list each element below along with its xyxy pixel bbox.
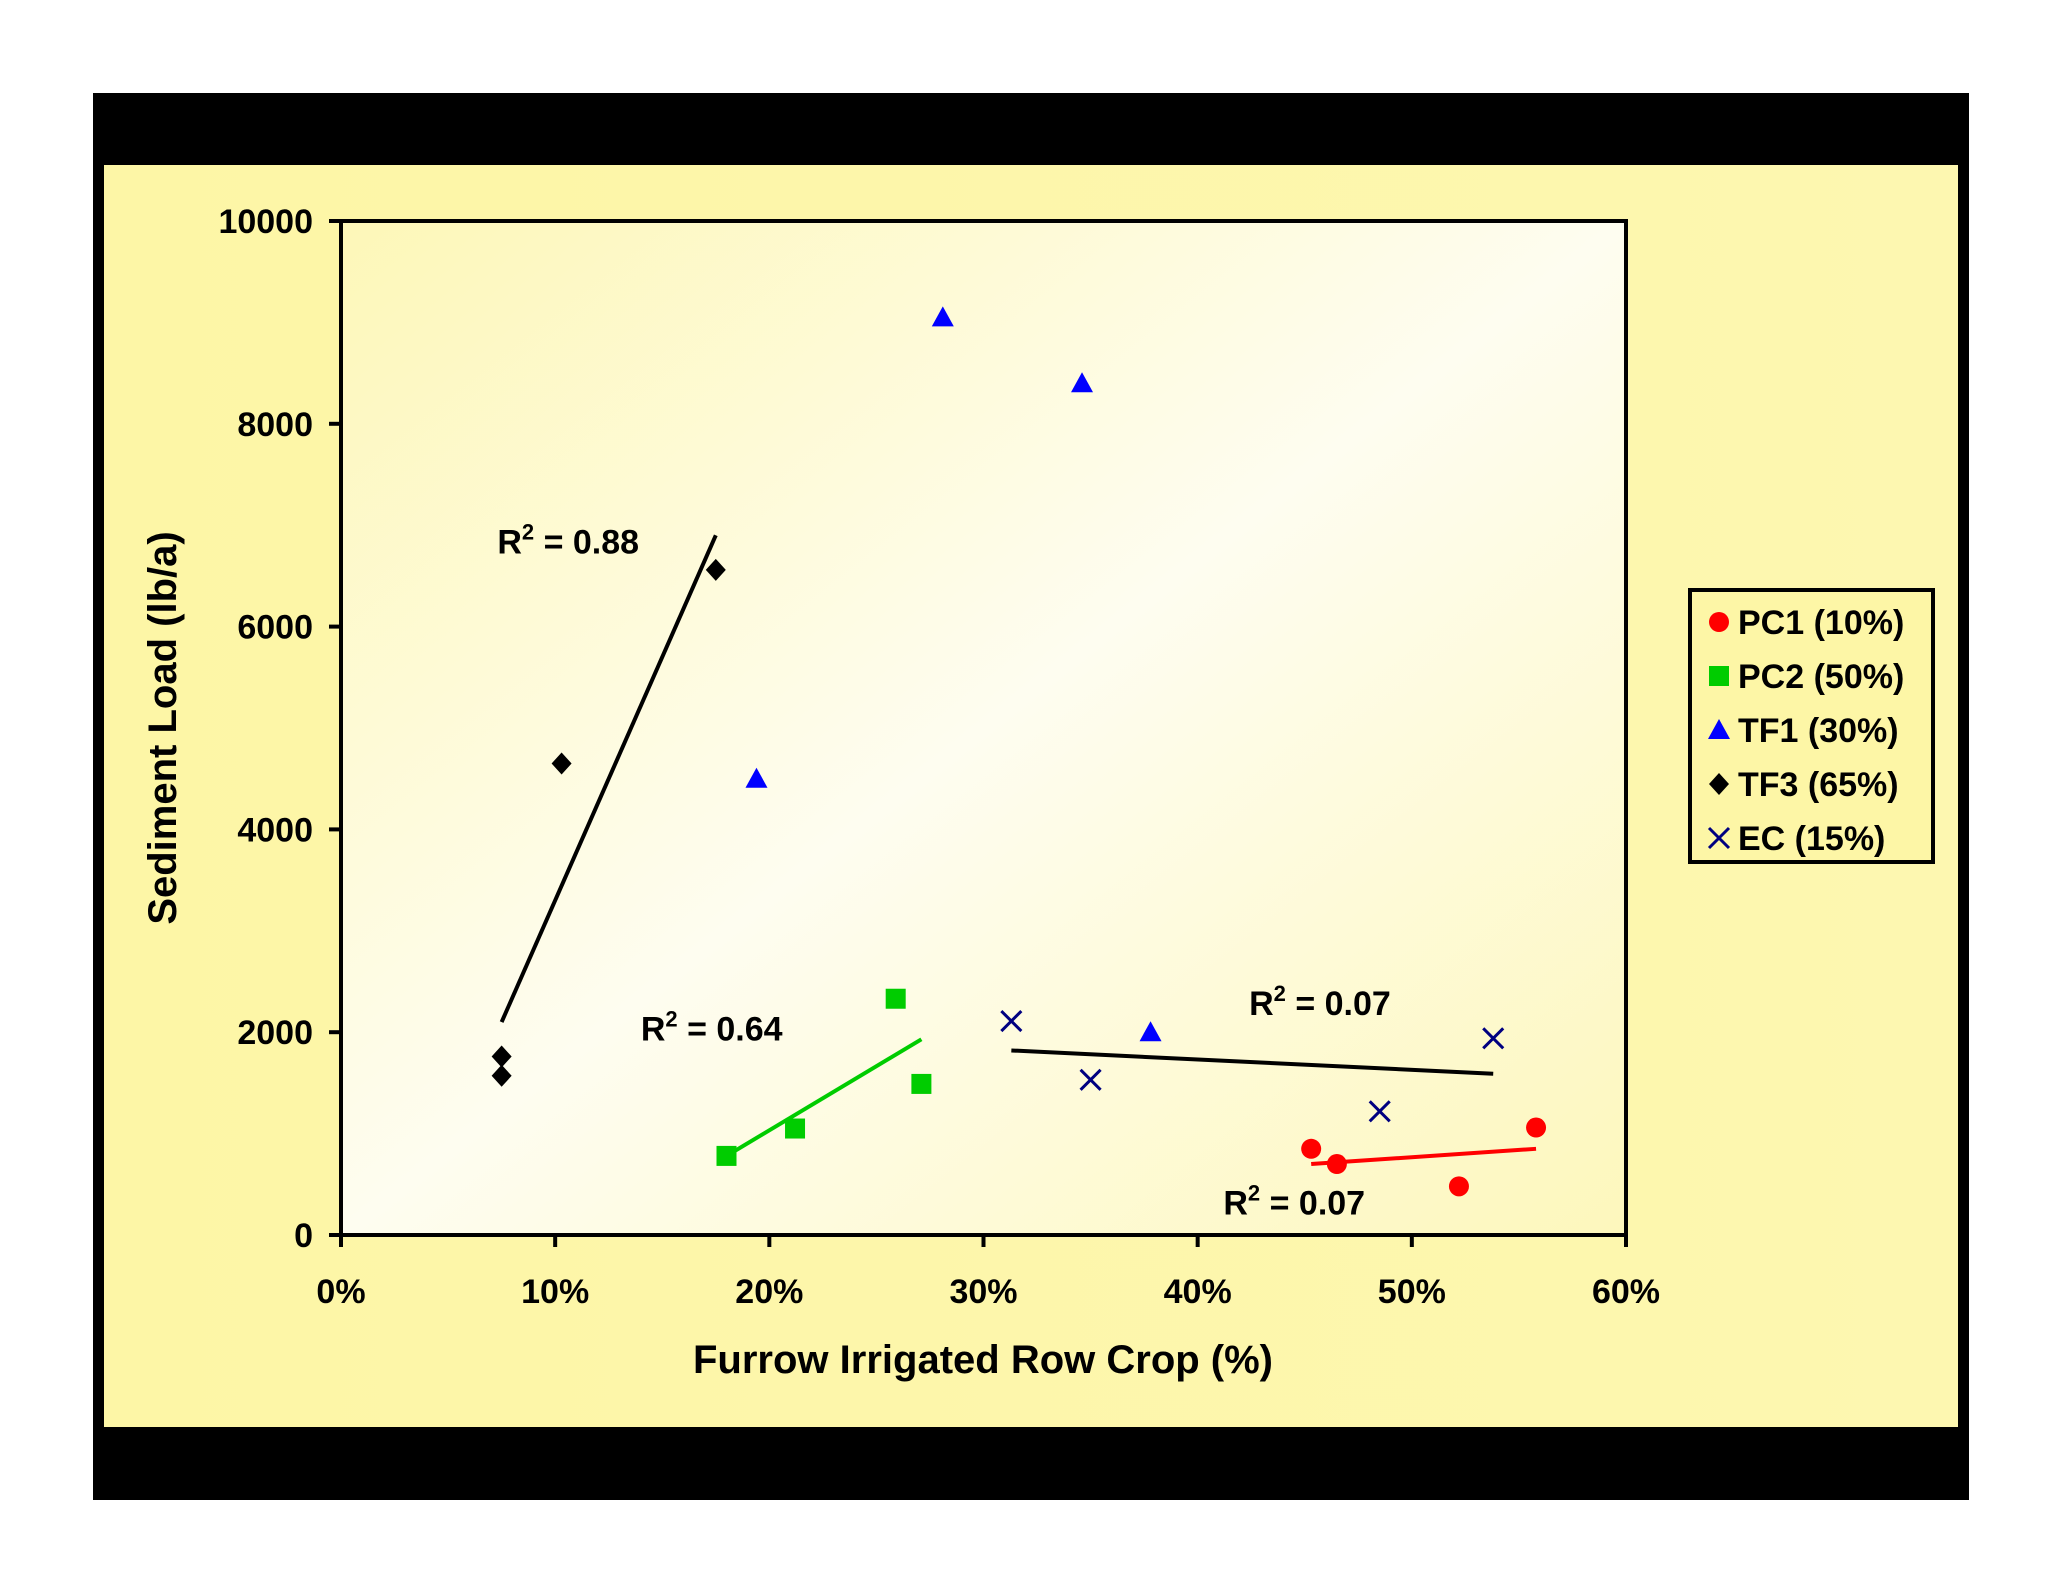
y-tick-label: 4000 xyxy=(237,811,313,849)
pc2-point xyxy=(885,988,906,1009)
tf3-point xyxy=(491,1045,512,1068)
tf1-point xyxy=(931,306,954,327)
ec-point xyxy=(1000,1009,1023,1033)
tf3-r2-label: R2 = 0.88 xyxy=(497,520,639,562)
y-axis-title: Sediment Load (lb/a) xyxy=(141,531,185,924)
ec-legend-marker xyxy=(1707,826,1731,850)
legend-label-tf3: TF3 (65%) xyxy=(1738,766,1899,804)
x-tick-label: 30% xyxy=(949,1273,1017,1311)
tf1-point xyxy=(1071,372,1094,393)
x-axis-ticks: 0% 10% 20% 30% 40% 50% 60% xyxy=(316,1235,1660,1311)
ec-point xyxy=(1079,1068,1102,1091)
pc1-point xyxy=(1448,1176,1469,1197)
pc2-point xyxy=(716,1145,737,1166)
x-tick-label: 10% xyxy=(521,1273,589,1311)
x-axis-title: Furrow Irrigated Row Crop (%) xyxy=(693,1338,1273,1382)
y-tick-label: 10000 xyxy=(218,203,313,241)
ec-point xyxy=(1482,1027,1505,1050)
tf3-point xyxy=(705,558,726,581)
pc2-r2-label: R2 = 0.64 xyxy=(641,1006,783,1048)
y-axis-ticks: 0 2000 4000 6000 8000 10000 xyxy=(218,203,341,1255)
legend-item-pc2: PC2 (50%) xyxy=(1709,658,1904,696)
tf3-legend-marker xyxy=(1709,773,1729,795)
pc1-point xyxy=(1301,1138,1322,1159)
ec-point xyxy=(1368,1100,1391,1123)
pc2-trendline xyxy=(725,1037,923,1158)
data-points xyxy=(491,306,1547,1197)
y-tick-label: 6000 xyxy=(237,609,313,647)
x-tick-label: 60% xyxy=(1592,1273,1660,1311)
y-tick-label: 8000 xyxy=(237,406,313,444)
legend-item-tf3: TF3 (65%) xyxy=(1709,766,1899,804)
r2-labels: R2 = 0.07 R2 = 0.64 R2 = 0.88 R2 = 0.07 xyxy=(497,520,1390,1223)
legend-item-ec: EC (15%) xyxy=(1707,820,1885,858)
pc1-trendline xyxy=(1311,1146,1537,1167)
x-tick-label: 40% xyxy=(1164,1273,1232,1311)
pc2-point xyxy=(785,1118,806,1139)
ec-r2-label: R2 = 0.07 xyxy=(1249,981,1391,1023)
tf1-legend-marker xyxy=(1708,719,1730,739)
y-tick-label: 0 xyxy=(294,1217,313,1255)
x-tick-label: 50% xyxy=(1378,1273,1446,1311)
tf1-point xyxy=(1139,1021,1162,1042)
legend-label-tf1: TF1 (30%) xyxy=(1738,712,1899,750)
pc1-point xyxy=(1326,1154,1347,1175)
plot-area xyxy=(339,219,1628,1237)
legend-label-ec: EC (15%) xyxy=(1738,820,1885,858)
legend-label-pc2: PC2 (50%) xyxy=(1738,658,1904,696)
legend-item-pc1: PC1 (10%) xyxy=(1709,604,1904,642)
pc2-legend-marker xyxy=(1709,666,1729,686)
pc1-point xyxy=(1526,1117,1547,1138)
tf1-point xyxy=(745,767,768,788)
legend-label-pc1: PC1 (10%) xyxy=(1738,604,1904,642)
tf3-point xyxy=(491,1064,512,1087)
ec-trendline xyxy=(1011,1048,1494,1076)
x-tick-label: 20% xyxy=(735,1273,803,1311)
pc2-point xyxy=(911,1073,932,1094)
tf3-point xyxy=(551,752,572,775)
legend-item-tf1: TF1 (30%) xyxy=(1708,712,1899,750)
pc1-r2-label: R2 = 0.07 xyxy=(1223,1181,1365,1223)
pc1-legend-marker xyxy=(1709,612,1729,632)
legend-box xyxy=(1688,588,1935,864)
legend: PC1 (10%) PC2 (50%) TF1 (30%) TF3 (65%) EC (… xyxy=(1688,588,1935,864)
trendlines xyxy=(499,534,1537,1167)
tf3-trendline xyxy=(499,534,718,1023)
x-tick-label: 0% xyxy=(316,1273,365,1311)
y-tick-label: 2000 xyxy=(237,1014,313,1052)
